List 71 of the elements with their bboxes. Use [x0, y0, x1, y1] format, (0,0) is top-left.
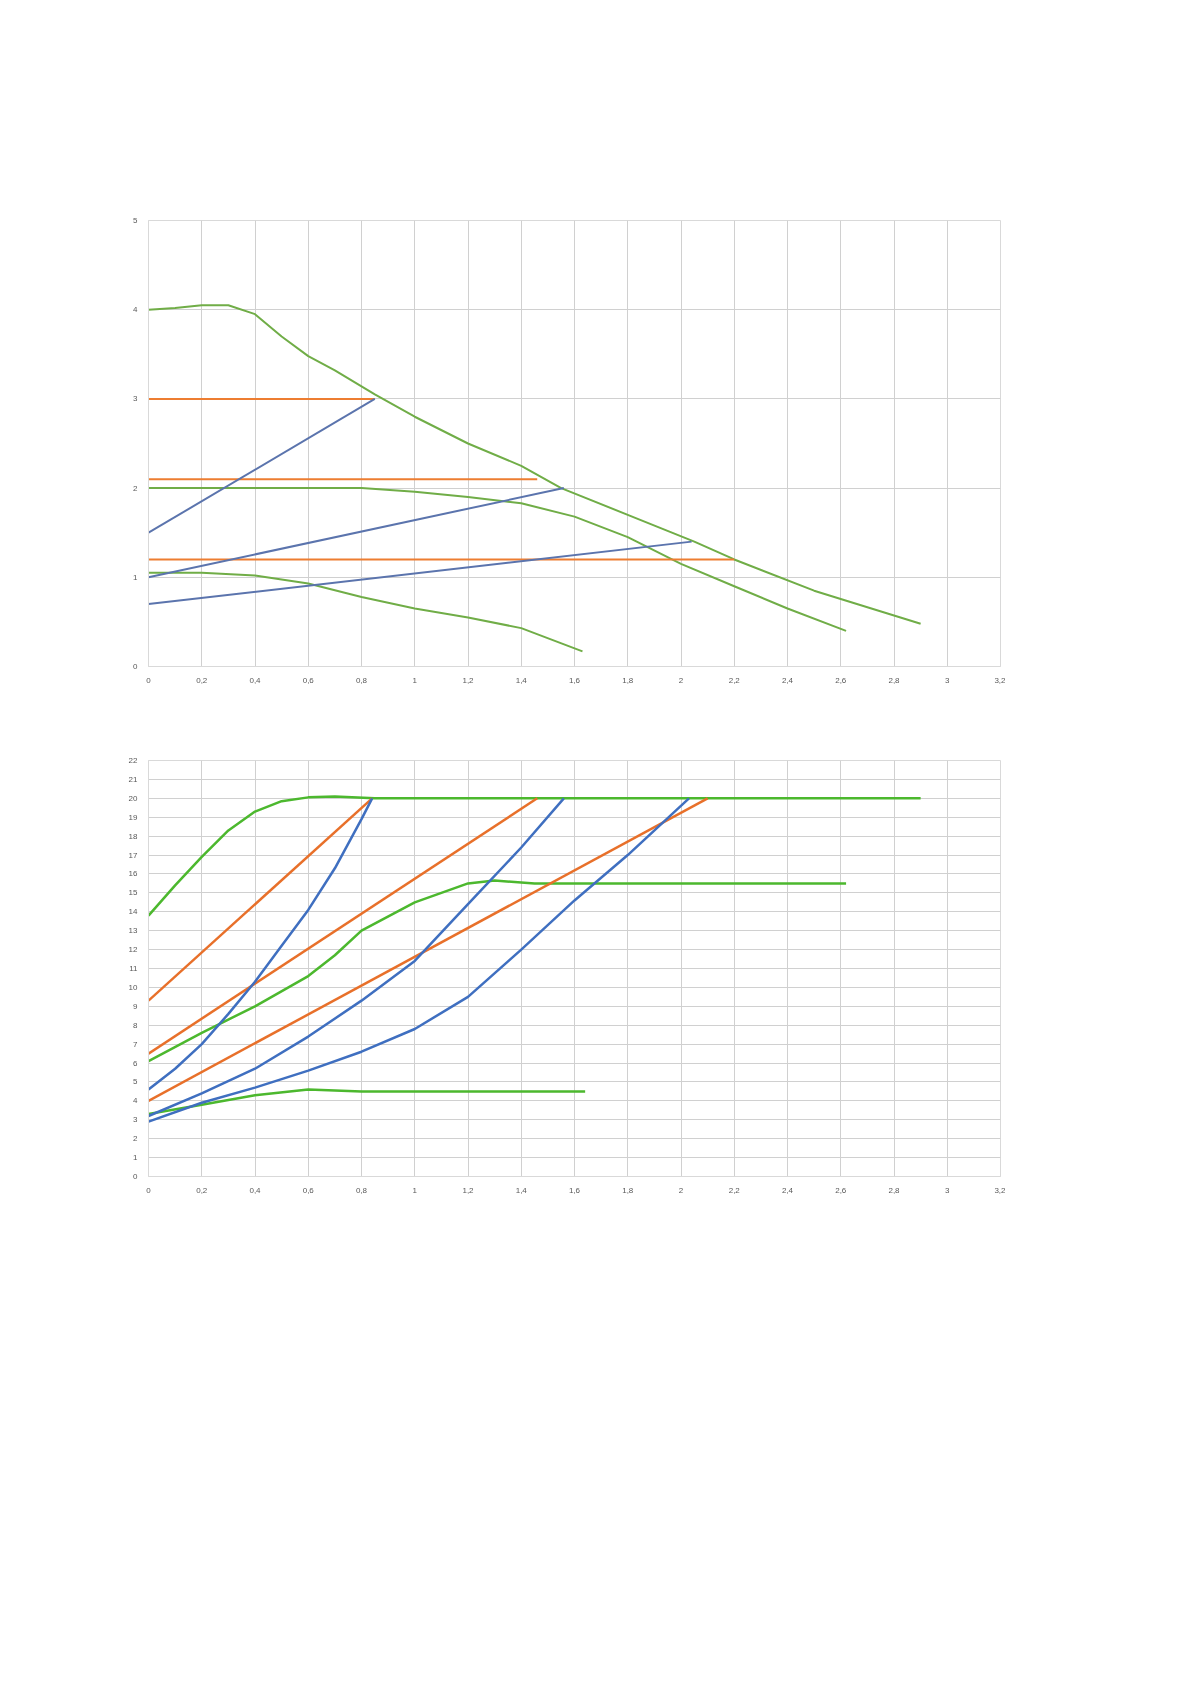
x-tick-label: 0,2 — [196, 1185, 208, 1195]
x-tick-label: 0 — [146, 1185, 152, 1195]
y-tick-label: 4 — [133, 305, 139, 315]
line-series — [148, 797, 374, 1091]
x-tick-label: 0,8 — [355, 675, 368, 685]
x-tick-label: 0 — [146, 675, 152, 685]
line-series — [148, 304, 922, 625]
x-tick-label: 1,6 — [568, 675, 581, 685]
y-tick-label: 17 — [128, 850, 139, 860]
x-tick-label: 1,4 — [515, 1185, 528, 1195]
y-tick-label: 9 — [133, 1001, 139, 1011]
y-tick-label: 7 — [133, 1039, 139, 1049]
y-tick-label: 1 — [133, 572, 139, 582]
line-series — [148, 795, 922, 917]
line-series — [148, 879, 848, 1063]
y-tick-label: 18 — [128, 831, 139, 841]
y-tick-label: 2 — [133, 483, 139, 493]
x-tick-label: 0,6 — [302, 1185, 315, 1195]
x-tick-label: 2 — [678, 1185, 684, 1195]
y-tick-label: 1 — [133, 1153, 139, 1163]
x-tick-label: 1 — [412, 1185, 418, 1195]
x-tick-label: 0,4 — [249, 1185, 262, 1195]
x-tick-label: 1,8 — [622, 1185, 634, 1195]
y-tick-label: 22 — [128, 756, 139, 765]
x-tick-label: 2,8 — [888, 1185, 901, 1195]
x-tick-label: 2,6 — [835, 1185, 847, 1195]
x-tick-label: 1,2 — [462, 1185, 475, 1195]
x-tick-label: 2,4 — [781, 1185, 794, 1195]
x-tick-label: 3 — [945, 1185, 951, 1195]
x-tick-label: 1,4 — [515, 675, 528, 685]
y-tick-label: 12 — [128, 945, 139, 955]
x-tick-label: 1,2 — [462, 675, 475, 685]
y-tick-label: 5 — [133, 216, 139, 225]
y-tick-label: 11 — [129, 964, 139, 973]
x-tick-label: 2,6 — [835, 675, 847, 685]
y-tick-label: 10 — [128, 982, 139, 992]
line-series — [148, 571, 584, 653]
x-tick-label: 2,2 — [728, 675, 741, 685]
x-tick-label: 0,8 — [355, 1185, 368, 1195]
x-tick-label: 2,2 — [728, 1185, 741, 1195]
x-tick-label: 3,2 — [994, 1185, 1007, 1195]
x-tick-label: 3 — [945, 675, 951, 685]
y-tick-label: 2 — [133, 1134, 139, 1144]
y-tick-label: 5 — [133, 1077, 139, 1087]
x-tick-label: 0,4 — [249, 675, 262, 685]
y-tick-label: 16 — [128, 869, 139, 879]
y-tick-label: 3 — [133, 394, 139, 404]
x-tick-label: 3,2 — [994, 675, 1007, 685]
y-tick-label: 15 — [128, 888, 139, 898]
y-tick-label: 3 — [133, 1115, 139, 1125]
x-tick-label: 0,6 — [302, 675, 315, 685]
x-tick-label: 2,8 — [888, 675, 901, 685]
y-tick-label: 13 — [128, 926, 139, 936]
line-series — [148, 1088, 587, 1116]
y-tick-label: 0 — [133, 662, 139, 671]
line-series — [148, 797, 566, 1118]
x-tick-label: 0,2 — [196, 675, 208, 685]
x-tick-label: 1,6 — [568, 1185, 581, 1195]
y-tick-label: 0 — [133, 1172, 139, 1181]
x-tick-label: 1 — [412, 675, 418, 685]
y-tick-label: 14 — [128, 907, 139, 917]
line-series — [148, 487, 848, 632]
y-tick-label: 19 — [128, 812, 139, 822]
y-tick-label: 4 — [133, 1096, 139, 1106]
x-tick-label: 1,8 — [622, 675, 634, 685]
y-tick-label: 21 — [128, 774, 139, 784]
y-tick-label: 6 — [133, 1058, 139, 1068]
y-tick-label: 8 — [133, 1020, 139, 1030]
y-tick-label: 20 — [128, 793, 139, 803]
x-tick-label: 2 — [678, 675, 684, 685]
x-tick-label: 2,4 — [781, 675, 794, 685]
